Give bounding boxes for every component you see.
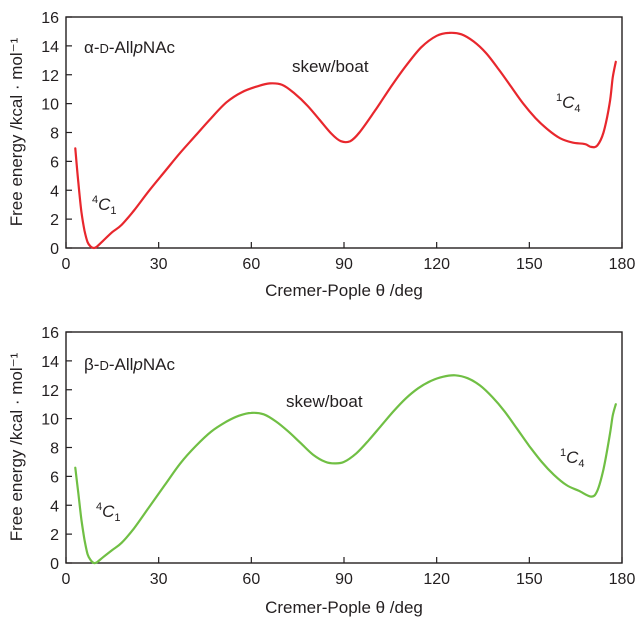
free-energy-curve <box>74 31 617 250</box>
y-axis: 0 2 4 6 8 10 12 14 16 <box>41 325 72 573</box>
annotation-4c1: 4C1 <box>96 501 121 524</box>
y-axis-label: Free energy /kcal · mol⁻¹ <box>7 37 26 226</box>
x-tick-label: 90 <box>335 571 353 588</box>
annotation-1c4: 1C4 <box>556 92 581 115</box>
y-tick-label: 6 <box>50 469 59 486</box>
chart-panel-beta: 0 30 60 90 120 150 180 0 2 4 6 8 10 12 14 16 β-D-AllpN… <box>7 325 635 617</box>
y-tick-label: 12 <box>41 383 59 400</box>
y-tick-label: 2 <box>50 527 59 544</box>
x-tick-label: 180 <box>609 256 636 273</box>
x-tick-label: 150 <box>516 256 543 273</box>
x-tick-label: 60 <box>242 571 260 588</box>
annotation-4c1: 4C1 <box>92 194 117 217</box>
x-axis: 0 30 60 90 120 150 180 <box>62 557 636 588</box>
y-tick-label: 10 <box>41 412 59 429</box>
x-axis-label: Cremer-Pople θ /deg <box>265 598 423 617</box>
y-tick-label: 2 <box>50 212 59 229</box>
x-tick-label: 0 <box>62 571 71 588</box>
y-tick-label: 4 <box>50 498 59 515</box>
y-tick-label: 16 <box>41 10 59 27</box>
x-tick-label: 120 <box>423 571 450 588</box>
chart-panel-alpha: 0 30 60 90 120 150 180 0 2 4 6 8 10 12 14 16 α-D-AllpN… <box>7 10 635 300</box>
x-tick-label: 0 <box>62 256 71 273</box>
y-tick-label: 8 <box>50 441 59 458</box>
y-tick-label: 0 <box>50 556 59 573</box>
x-tick-label: 150 <box>516 571 543 588</box>
x-tick-label: 30 <box>150 256 168 273</box>
y-tick-label: 6 <box>50 154 59 171</box>
x-axis-label: Cremer-Pople θ /deg <box>265 281 423 300</box>
annotation-1c4: 1C4 <box>560 447 585 470</box>
y-axis: 0 2 4 6 8 10 12 14 16 <box>41 10 72 258</box>
x-tick-label: 60 <box>242 256 260 273</box>
y-tick-label: 12 <box>41 68 59 85</box>
y-tick-label: 14 <box>41 39 59 56</box>
y-tick-label: 10 <box>41 97 59 114</box>
annotation-skew-boat: skew/boat <box>292 57 369 76</box>
y-tick-label: 0 <box>50 241 59 258</box>
y-tick-label: 4 <box>50 183 59 200</box>
x-tick-label: 30 <box>150 571 168 588</box>
x-axis: 0 30 60 90 120 150 180 <box>62 242 636 273</box>
y-tick-label: 8 <box>50 126 59 143</box>
annotation-skew-boat: skew/boat <box>286 392 363 411</box>
x-tick-label: 180 <box>609 571 636 588</box>
free-energy-curve <box>74 374 617 565</box>
y-axis-label: Free energy /kcal · mol⁻¹ <box>7 352 26 541</box>
y-tick-label: 16 <box>41 325 59 342</box>
y-tick-label: 14 <box>41 354 59 371</box>
x-tick-label: 90 <box>335 256 353 273</box>
series-title: β-D-AllpNAc <box>84 355 175 374</box>
series-title: α-D-AllpNAc <box>84 38 176 57</box>
x-tick-label: 120 <box>423 256 450 273</box>
